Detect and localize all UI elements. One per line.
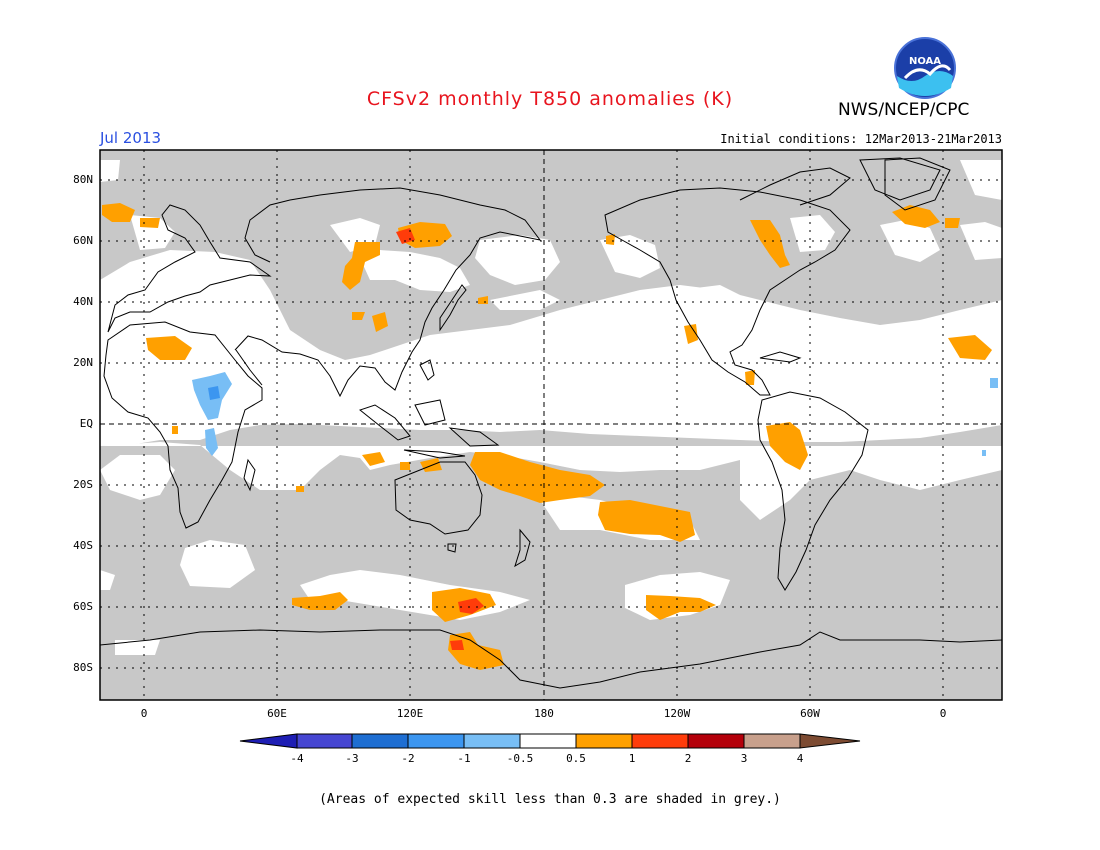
lat-label: 40N	[73, 295, 93, 308]
colorbar-label: -1	[457, 752, 471, 765]
lat-label: EQ	[79, 417, 93, 430]
lat-label: 20S	[73, 478, 93, 491]
valid-month-label: Jul 2013	[100, 129, 162, 147]
colorbar-high-arrow	[799, 733, 861, 749]
lat-label: 60N	[73, 234, 93, 247]
warm-anomaly-regions	[102, 203, 992, 670]
colorbar-label: -2	[401, 752, 415, 765]
colorbar	[239, 733, 861, 749]
map-frame	[99, 149, 1003, 701]
colorbar-segment	[743, 733, 801, 749]
organization-label: NWS/NCEP/CPC	[838, 100, 970, 120]
colorbar-label: 0.5	[566, 752, 586, 765]
lon-label: 0	[140, 707, 148, 720]
lon-label: 120E	[396, 707, 424, 720]
lon-label: 180	[534, 707, 554, 720]
lat-label: 60S	[73, 600, 93, 613]
skill-footnote: (Areas of expected skill less than 0.3 a…	[319, 792, 781, 807]
colorbar-label: 1	[628, 752, 636, 765]
colorbar-segment	[631, 733, 689, 749]
lat-label: 80S	[73, 661, 93, 674]
colorbar-segment	[575, 733, 633, 749]
colorbar-label: -0.5	[506, 752, 534, 765]
colorbar-segment	[296, 733, 353, 749]
colorbar-label: -4	[290, 752, 304, 765]
colorbar-segment	[463, 733, 521, 749]
colorbar-segment	[351, 733, 409, 749]
lat-label: 20N	[73, 356, 93, 369]
colorbar-label: 4	[796, 752, 804, 765]
equator-dateline	[100, 150, 1002, 700]
lon-label: 120W	[663, 707, 691, 720]
lon-label: 60W	[800, 707, 820, 720]
colorbar-label: -3	[345, 752, 359, 765]
map-title: CFSv2 monthly T850 anomalies (K)	[366, 88, 734, 110]
lat-label: 40S	[73, 539, 93, 552]
colorbar-label: 2	[684, 752, 692, 765]
lon-label: 60E	[267, 707, 287, 720]
colorbar-segment	[687, 733, 745, 749]
moderate-cool-anomaly-regions	[208, 386, 220, 400]
colorbar-label: 3	[740, 752, 748, 765]
colorbar-segment	[519, 733, 577, 749]
colorbar-segment	[407, 733, 465, 749]
lon-label: 0	[939, 707, 947, 720]
lat-label: 80N	[73, 173, 93, 186]
colorbar-low-arrow	[239, 733, 298, 749]
initial-conditions-label: Initial conditions: 12Mar2013-21Mar2013	[720, 132, 1002, 146]
coastlines	[100, 157, 1002, 689]
